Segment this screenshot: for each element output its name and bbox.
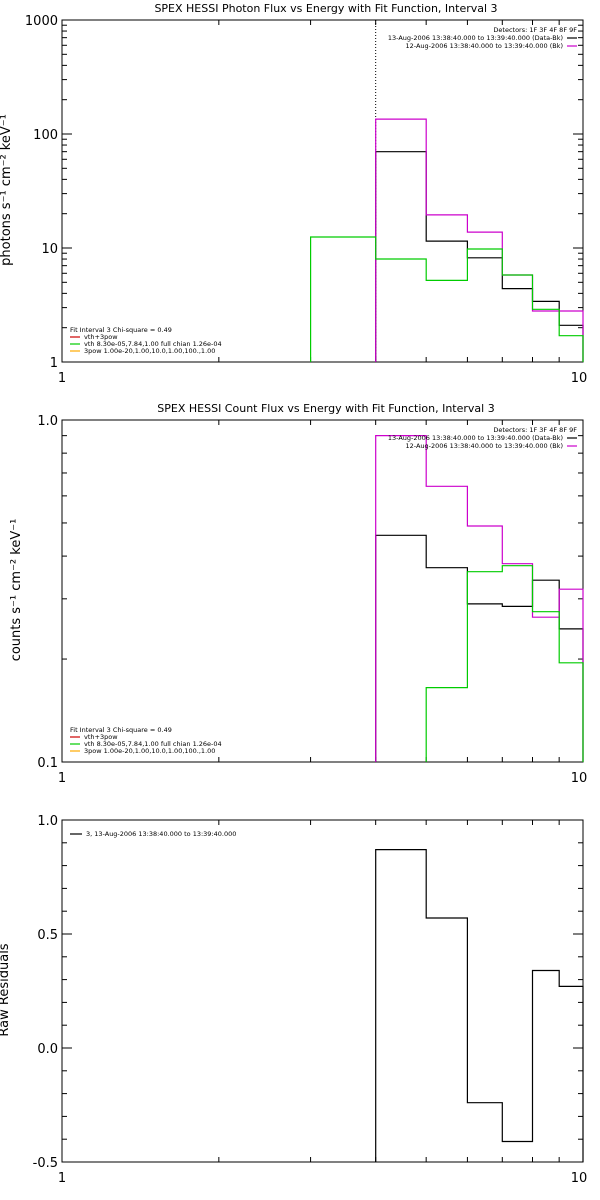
y-tick-label: 0.0 xyxy=(37,1042,58,1057)
y-tick-label: 1000 xyxy=(25,14,58,29)
plot-area: 1 10 -0.5 0.0 0.5 1.0 3, 13-Aug-2006 13:38:40.… xyxy=(33,814,588,1186)
legend-header: Detectors: 1F 3F 4F 8F 9F xyxy=(493,426,577,434)
y-tick-label: 1.0 xyxy=(37,414,58,429)
chart-title: SPEX HESSI Count Flux vs Energy with Fit… xyxy=(157,402,494,415)
legend-entry: 12-Aug-2006 13:38:40.000 to 13:39:40.000… xyxy=(406,442,563,450)
legend-entry: vth 8.30e-05,7.84,1.00 full chian 1.26e-… xyxy=(84,340,222,348)
histogram-series xyxy=(375,118,584,362)
legend-header: Fit Interval 3 Chi-square = 0.49 xyxy=(70,326,172,334)
y-tick-label: 100 xyxy=(33,128,58,143)
histogram-series xyxy=(375,435,584,762)
histogram-series xyxy=(375,534,584,762)
plot-frame xyxy=(61,819,584,1163)
plot-frame xyxy=(61,419,584,763)
legend-entry: 3, 13-Aug-2006 13:38:40.000 to 13:39:40.… xyxy=(86,830,236,838)
legend-entry: 12-Aug-2006 13:38:40.000 to 13:39:40.000… xyxy=(406,42,563,50)
y-tick-label: -0.5 xyxy=(33,1156,58,1171)
histogram-series xyxy=(375,151,584,362)
y-tick-label: 1.0 xyxy=(37,814,58,829)
legend-entry: vth 8.30e-05,7.84,1.00 full chian 1.26e-… xyxy=(84,740,222,748)
panel-residuals: Raw Residuals 1 10 -0.5 0.0 0.5 1.0 3, 13-Aug-… xyxy=(0,814,587,1186)
x-tick-label: 1 xyxy=(58,771,66,786)
x-tick-label: 10 xyxy=(571,1171,588,1186)
panel-photon-flux: SPEX HESSI Photon Flux vs Energy with Fi… xyxy=(0,2,587,386)
plot-area: 1 10 0.1 1.0 Detectors: 1F 3F 4F 8F 9F13-Aug… xyxy=(37,414,587,786)
plot-frame xyxy=(61,19,584,363)
x-tick-label: 10 xyxy=(571,371,588,386)
legend-entry: 13-Aug-2006 13:38:40.000 to 13:39:40.000… xyxy=(388,34,563,42)
x-tick-label: 1 xyxy=(58,371,66,386)
histogram-series xyxy=(375,849,584,1162)
histogram-series xyxy=(425,565,584,762)
histogram-series xyxy=(310,236,584,362)
plot-area: 1 10 1 10 100 1000 Detectors: 1F 3F 4F 8F 9F13… xyxy=(25,14,587,386)
y-axis-label: counts s⁻¹ cm⁻² keV⁻¹ xyxy=(9,519,24,662)
y-tick-label: 0.5 xyxy=(37,928,58,943)
legend-entry: 13-Aug-2006 13:38:40.000 to 13:39:40.000… xyxy=(388,434,563,442)
x-tick-label: 1 xyxy=(58,1171,66,1186)
legend-entry: 3pow 1.00e-20,1.00,10.0,1.00,100.,1.00 xyxy=(84,747,215,755)
y-axis-label: Raw Residuals xyxy=(0,943,12,1036)
legend-header: Detectors: 1F 3F 4F 8F 9F xyxy=(493,26,577,34)
y-tick-label: 0.1 xyxy=(37,756,58,771)
legend-header: Fit Interval 3 Chi-square = 0.49 xyxy=(70,726,172,734)
legend-entry: vth+3pow xyxy=(84,333,118,341)
y-axis-label: photons s⁻¹ cm⁻² keV⁻¹ xyxy=(0,114,14,266)
x-tick-label: 10 xyxy=(571,771,588,786)
y-tick-label: 1 xyxy=(50,356,58,371)
legend-entry: vth+3pow xyxy=(84,733,118,741)
y-tick-label: 10 xyxy=(41,242,58,257)
legend-entry: 3pow 1.00e-20,1.00,10.0,1.00,100.,1.00 xyxy=(84,347,215,355)
panel-count-flux: SPEX HESSI Count Flux vs Energy with Fit… xyxy=(9,402,587,786)
chart-title: SPEX HESSI Photon Flux vs Energy with Fi… xyxy=(154,2,497,15)
